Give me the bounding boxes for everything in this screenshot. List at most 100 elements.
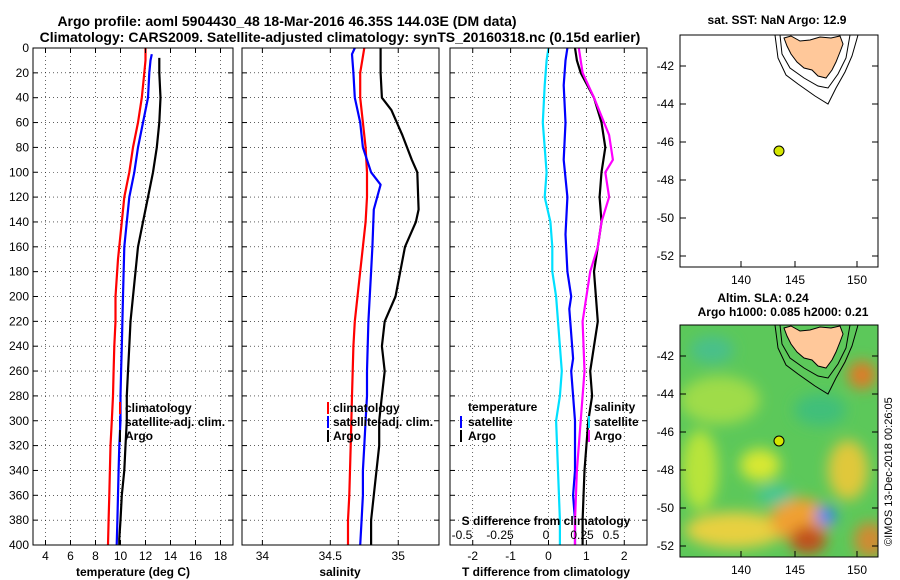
- sla-map-ytick-label: -42: [657, 349, 675, 363]
- xtick-label: 14: [164, 549, 178, 563]
- legend-satellite-label: satellite-adj. clim.: [333, 415, 433, 429]
- difference-legend: temperature satellite Argo salinity sate…: [460, 400, 639, 443]
- sla-map-xtick-label: 145: [785, 563, 805, 577]
- shelf-contour-outer: [774, 325, 859, 395]
- argo-float-marker: [773, 435, 785, 447]
- secondary-xtick-label: -0.5: [452, 528, 473, 542]
- temperature-panel: 0 20 40 60 80 100 120 140 160 180 200 220 240 260 280 3…: [9, 41, 234, 579]
- tasmania-landmass: [783, 35, 844, 79]
- figure-title: Argo profile: aoml 5904430_48 18-Mar-201…: [57, 13, 516, 29]
- xtick-label: 4: [42, 549, 49, 563]
- xtick-label: 10: [114, 549, 128, 563]
- sla-map-title: Altim. SLA: 0.24: [717, 291, 809, 305]
- salinity-series: [346, 48, 420, 545]
- legend-temperature-title: temperature: [468, 400, 538, 414]
- series-line-argo: [118, 57, 162, 545]
- shelf-contour-inner: [779, 35, 851, 89]
- ytick-label: 0: [22, 41, 29, 55]
- difference-xlabel: T difference from climatology: [462, 565, 630, 579]
- sla-map-subtitle: Argo h1000: 0.085 h2000: 0.21: [698, 305, 869, 319]
- xtick-label: -1: [505, 549, 516, 563]
- xtick-label: 1: [583, 549, 590, 563]
- sla-map-ytick-label: -52: [657, 539, 675, 553]
- tasmania-landmass: [783, 325, 844, 369]
- sst-map-ytick-label: -52: [657, 249, 675, 263]
- salinity-legend: climatology satellite-adj. clim. Argo: [327, 401, 433, 443]
- temperature-series: [106, 48, 162, 545]
- sst-map-ytick-label: -48: [657, 173, 675, 187]
- ytick-label: 180: [9, 265, 29, 279]
- sst-map-frame: [679, 34, 879, 268]
- difference-secondary-xlabel: S difference from climatology: [462, 514, 631, 528]
- legend-salinity-title: salinity: [594, 400, 636, 414]
- sla-map-xtick-label: 140: [731, 563, 751, 577]
- shelf-contour-inner: [779, 325, 851, 379]
- sla-map-ytick-label: -44: [657, 387, 675, 401]
- legend-argo-label: Argo: [333, 429, 361, 443]
- xtick-label: 8: [92, 549, 99, 563]
- series-line-climatology: [346, 48, 369, 545]
- salinity-xlabel: salinity: [319, 565, 361, 579]
- temperature-xlabel: temperature (deg C): [76, 565, 190, 579]
- ytick-label: 40: [16, 91, 30, 105]
- sst-map-ytick-label: -42: [657, 59, 675, 73]
- secondary-xtick-label: -0.25: [486, 528, 514, 542]
- difference-panel: -2 -1 0 1 2 T difference from climatology S …: [449, 47, 648, 579]
- ytick-label: 260: [9, 364, 29, 378]
- temperature-legend: climatology satellite-adj. clim. Argo: [119, 401, 225, 443]
- secondary-xtick-label: 0.25: [570, 528, 594, 542]
- sla-map-ytick-label: -48: [657, 463, 675, 477]
- ytick-label: 380: [9, 513, 29, 527]
- difference-secondary-ticks: -0.5 -0.25 0 0.25 0.5: [452, 528, 620, 542]
- ytick-label: 400: [9, 538, 29, 552]
- xtick-label: 16: [189, 549, 203, 563]
- xtick-label: 6: [67, 549, 74, 563]
- difference-series: [541, 48, 615, 545]
- series-line-satellite: [115, 53, 153, 545]
- salinity-plot-area: [242, 48, 439, 545]
- legend-temperature-satellite-label: satellite: [468, 415, 513, 429]
- sst-map-panel: sat. SST: NaN Argo: 12.9 -42 -44 -46 -48…: [657, 13, 879, 287]
- figure-subtitle: Climatology: CARS2009. Satellite-adjuste…: [40, 29, 641, 45]
- xtick-label: 34.5: [319, 549, 343, 563]
- xtick-label: 34: [256, 549, 270, 563]
- sst-map-ytick-label: -50: [657, 211, 675, 225]
- xtick-label: 18: [214, 549, 228, 563]
- salinity-panel: 34 34.5 35 salinity climatology satellite-…: [241, 47, 440, 579]
- secondary-xtick-label: 0.5: [603, 528, 620, 542]
- sst-map-xticks: 140 145 150: [731, 261, 867, 287]
- xtick-label: 2: [621, 549, 628, 563]
- xtick-label: 0: [545, 549, 552, 563]
- series-line-climatology: [106, 48, 147, 545]
- xtick-label: -2: [467, 549, 478, 563]
- sla-field-anomalies: [680, 336, 878, 557]
- sla-map-ytick-label: -50: [657, 501, 675, 515]
- series-line-temperature-satellite: [562, 48, 577, 545]
- ytick-label: 220: [9, 314, 29, 328]
- secondary-xtick-label: 0: [543, 528, 550, 542]
- sst-map-ytick-label: -44: [657, 97, 675, 111]
- argo-float-marker: [773, 145, 785, 157]
- series-line-salinity-satellite: [541, 48, 563, 545]
- legend-salinity-satellite-label: satellite: [594, 415, 639, 429]
- ytick-label: 240: [9, 339, 29, 353]
- series-line-salinity-argo: [573, 48, 615, 545]
- xtick-label: 12: [139, 549, 153, 563]
- sst-map-xtick-label: 140: [731, 273, 751, 287]
- temperature-ticks: 0 20 40 60 80 100 120 140 160 180 200 220 240 260 280 3…: [9, 41, 233, 563]
- ytick-label: 20: [16, 66, 30, 80]
- sla-map-xticks: 140 145 150: [731, 551, 867, 577]
- series-line-satellite: [350, 48, 382, 545]
- sla-map-ytick-label: -46: [657, 425, 675, 439]
- ytick-label: 300: [9, 414, 29, 428]
- sst-map-xtick-label: 150: [847, 273, 867, 287]
- sst-map-content: [774, 35, 859, 105]
- imos-credit: ©IMOS 13-Dec-2018 00:26:05: [883, 397, 895, 546]
- ytick-label: 80: [16, 140, 30, 154]
- sst-map-xtick-label: 145: [785, 273, 805, 287]
- sla-map-panel: Altim. SLA: 0.24 Argo h1000: 0.085 h2000…: [657, 291, 879, 577]
- ytick-label: 320: [9, 439, 29, 453]
- ytick-label: 140: [9, 215, 29, 229]
- ytick-label: 160: [9, 240, 29, 254]
